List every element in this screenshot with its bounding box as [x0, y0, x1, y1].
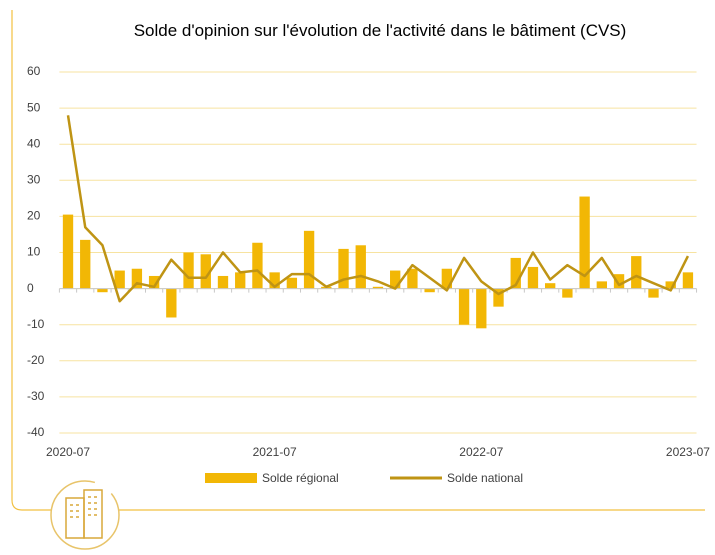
y-tick-label: 10 [27, 245, 41, 259]
bar [97, 288, 108, 293]
bar [303, 230, 315, 289]
bar [665, 281, 676, 289]
bar [648, 288, 659, 298]
bar [527, 266, 539, 289]
bar [217, 275, 229, 289]
bar [407, 268, 418, 289]
y-tick-label: -30 [27, 389, 45, 403]
x-tick-label: 2023-07 [666, 445, 710, 459]
frame [11, 10, 705, 511]
y-tick-label: -20 [27, 353, 45, 367]
x-tick-label: 2022-07 [459, 445, 503, 459]
bar [562, 288, 573, 298]
bar [476, 288, 487, 329]
bar [372, 286, 384, 289]
bar [545, 283, 556, 289]
y-tick-label: 60 [27, 64, 41, 78]
icon [50, 480, 120, 550]
bar [493, 288, 504, 307]
bar [579, 196, 590, 289]
bar [596, 281, 607, 289]
chart-title: Solde d'opinion sur l'évolution de l'act… [133, 21, 627, 40]
bar [424, 288, 435, 293]
bar [80, 239, 91, 289]
y-tick-label: 30 [27, 172, 41, 186]
bar [166, 288, 177, 318]
bar [682, 272, 694, 289]
bar [252, 242, 263, 289]
y-tick-label: -10 [27, 317, 45, 331]
y-tick-label: 50 [27, 100, 41, 114]
bar [458, 288, 470, 325]
bar [131, 268, 143, 289]
bar [355, 245, 366, 289]
bar [200, 254, 211, 289]
bar [148, 275, 160, 289]
x-tick-label: 2021-07 [253, 445, 297, 459]
bar [613, 274, 625, 289]
bar [62, 214, 74, 289]
bar [441, 268, 453, 289]
y-tick-label: -40 [27, 425, 45, 439]
bar [269, 272, 280, 289]
legend-label: Solde national [447, 471, 523, 485]
y-tick-label: 20 [27, 209, 41, 223]
bar [510, 257, 521, 289]
bar [114, 270, 125, 289]
bar [631, 256, 642, 289]
y-tick-label: 40 [27, 136, 41, 150]
x-tick-label: 2020-07 [46, 445, 90, 459]
bar [390, 270, 401, 289]
bar [235, 272, 246, 289]
line [66, 115, 690, 303]
bar [183, 252, 194, 289]
bar [286, 277, 298, 289]
legend-swatch [205, 473, 257, 483]
legend-label: Solde régional [262, 471, 339, 485]
bar [338, 248, 349, 289]
y-tick-label: 0 [27, 281, 34, 295]
